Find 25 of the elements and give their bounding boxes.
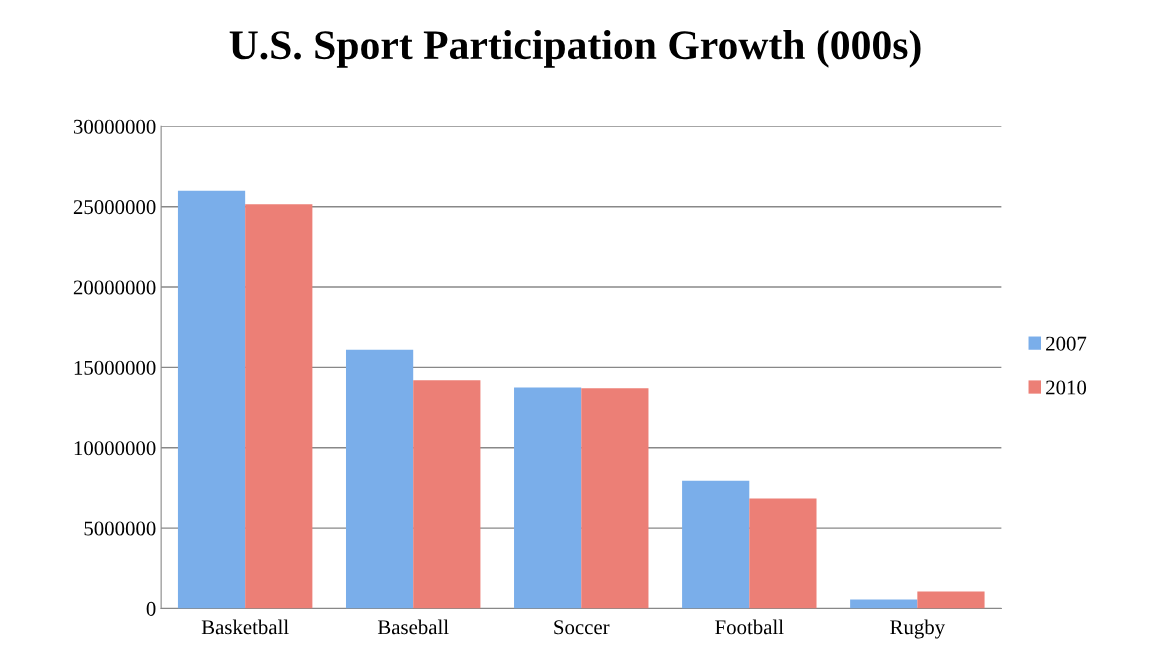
bar bbox=[514, 387, 582, 609]
y-tick-label: 5000000 bbox=[84, 521, 156, 536]
y-tick-label: 10000000 bbox=[74, 441, 156, 456]
bar bbox=[917, 591, 985, 609]
bar bbox=[177, 190, 246, 609]
bar bbox=[749, 498, 817, 609]
bar bbox=[345, 349, 414, 609]
bar bbox=[413, 380, 481, 609]
bar bbox=[245, 204, 313, 609]
y-tick-label: 30000000 bbox=[73, 119, 156, 134]
bar bbox=[850, 599, 918, 609]
y-tick-label: 0 bbox=[146, 601, 156, 616]
bar bbox=[581, 388, 649, 609]
chart-title: U.S. Sport Participation Growth (000s) bbox=[229, 29, 921, 68]
y-tick-label: 20000000 bbox=[73, 280, 156, 295]
bar bbox=[682, 480, 750, 609]
x-tick-label: Baseball bbox=[377, 619, 449, 635]
x-tick-label: Soccer bbox=[554, 620, 610, 635]
y-tick-label: 25000000 bbox=[73, 200, 156, 215]
legend-label: 2007 bbox=[1046, 336, 1087, 351]
x-tick-label: Rugby bbox=[890, 619, 946, 639]
y-tick-label: 15000000 bbox=[74, 360, 156, 375]
legend-label: 2010 bbox=[1046, 380, 1087, 395]
x-tick-label: Football bbox=[715, 619, 784, 635]
x-tick-label: Basketball bbox=[201, 619, 289, 635]
